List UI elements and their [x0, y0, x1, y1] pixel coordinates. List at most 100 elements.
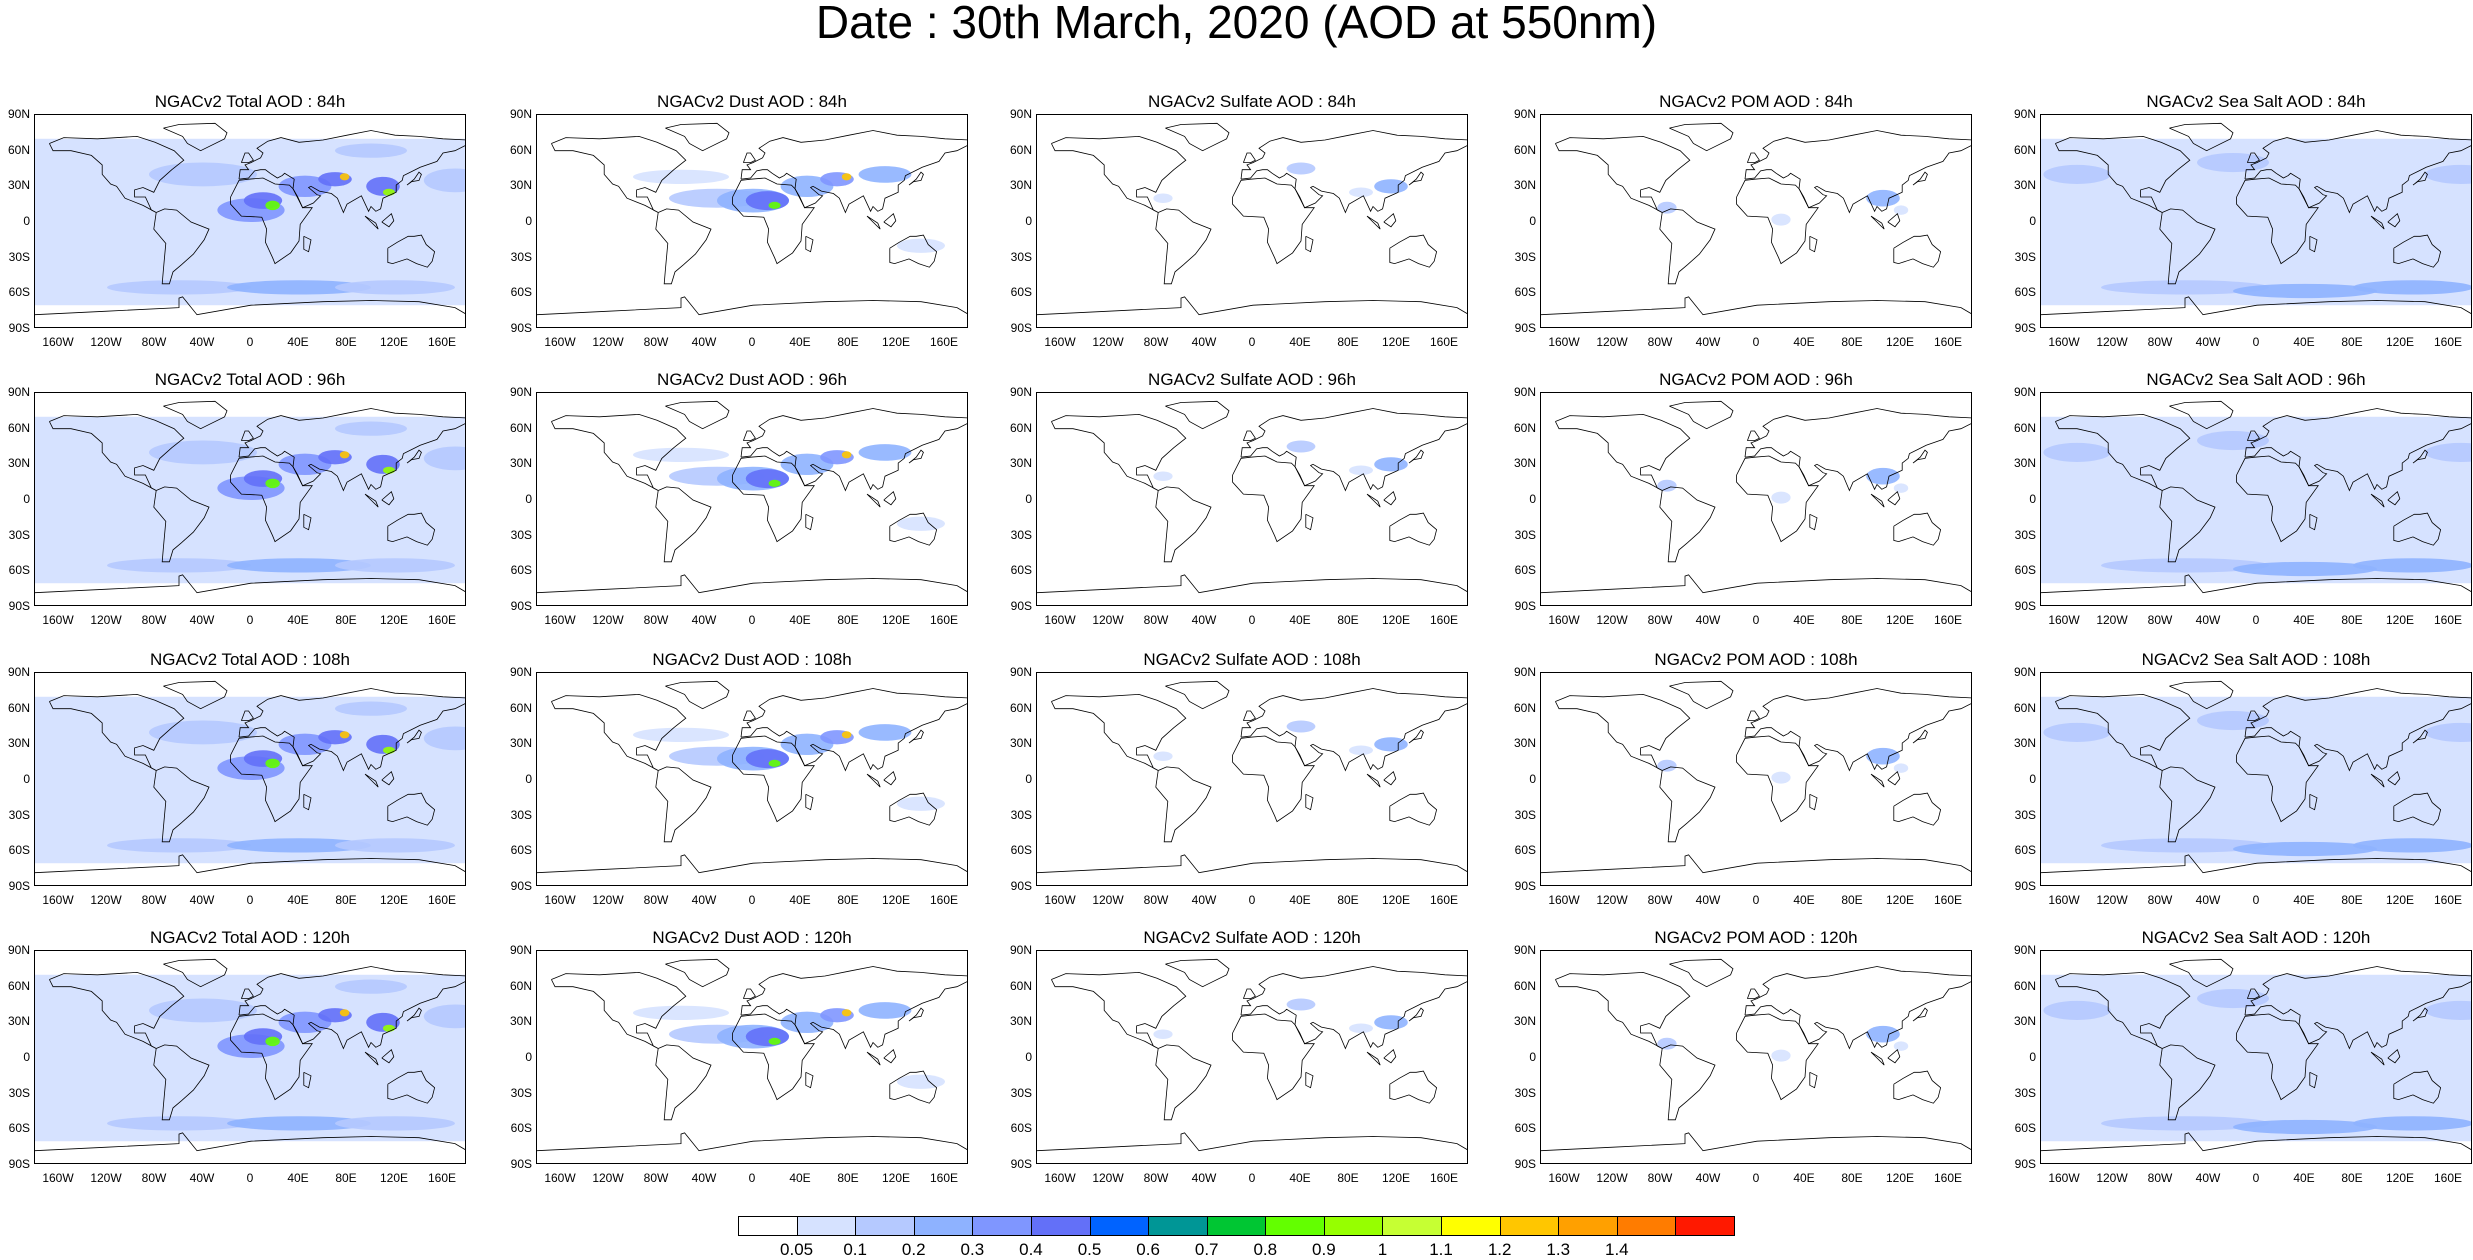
- panel-title: NGACv2 POM AOD : 120h: [1654, 928, 1858, 947]
- latitude-tick-label: 0: [1025, 214, 1032, 228]
- longitude-tick-label: 80W: [2147, 1171, 2173, 1185]
- coastline: [35, 854, 465, 874]
- latitude-tick-label: 30N: [7, 178, 30, 193]
- world-map: [34, 114, 466, 328]
- coastline: [740, 408, 967, 492]
- aod-plume: [2293, 526, 2389, 546]
- coastline: [2236, 1013, 2319, 1101]
- aod-plume: [107, 808, 179, 823]
- latitude-tick-label: 90S: [1010, 879, 1032, 893]
- latitude-tick-label: 90S: [1514, 1157, 1536, 1171]
- aod-background-field: [35, 696, 465, 864]
- aod-plume: [768, 1037, 781, 1045]
- aod-plume: [2043, 164, 2111, 184]
- aod-plume: [335, 979, 407, 994]
- aod-plume: [227, 558, 371, 573]
- latitude-tick-label: 30S: [510, 527, 532, 542]
- colorbar-tick-label: 1.2: [1487, 1240, 1512, 1259]
- coastline: [1912, 449, 1928, 464]
- aod-plume: [1866, 747, 1900, 765]
- coastline: [889, 792, 938, 826]
- map-canvas: [1541, 680, 1971, 874]
- longitude-tick-label: 80W: [643, 335, 669, 349]
- longitude-tick-label: 120W: [90, 1171, 122, 1185]
- aod-plume: [1771, 1049, 1791, 1062]
- coastline: [387, 1070, 436, 1104]
- latitude-tick-label: 60S: [1514, 563, 1536, 578]
- colorbar-swatch: [1558, 1216, 1618, 1236]
- coastline: [2169, 122, 2234, 152]
- aod-plume: [1349, 745, 1373, 756]
- latitude-tick-label: 30S: [8, 1085, 30, 1100]
- map-panel: NGACv2 Total AOD : 108h 90N 60N 30N 0 30S 60S 9…: [0, 650, 500, 930]
- aod-plume: [149, 162, 257, 187]
- longitude-tick-label: 160W: [42, 335, 74, 349]
- aod-plume: [780, 175, 834, 198]
- coastline: [2236, 455, 2319, 543]
- longitude-tick-label: 80W: [2147, 335, 2173, 349]
- aod-plume: [633, 169, 729, 184]
- colorbar-swatch: [1323, 1216, 1384, 1236]
- coastline: [2412, 1007, 2428, 1022]
- aod-plume: [2425, 722, 2471, 742]
- coastline: [1736, 1013, 1819, 1101]
- aod-plume: [1893, 483, 1909, 493]
- aod-plume: [858, 724, 912, 741]
- map-panel: NGACv2 Sea Salt AOD : 84h 90N 60N 30N 0 30S 60…: [2006, 92, 2473, 372]
- longitude-tick-label: 80E: [335, 613, 357, 627]
- colorbar-swatch: [1148, 1216, 1208, 1236]
- aod-plume: [1286, 440, 1316, 453]
- coastline: [2055, 413, 2191, 491]
- latitude-tick-label: 60N: [1009, 978, 1032, 993]
- latitude-tick-label: 30N: [2013, 456, 2036, 471]
- aod-plume: [1153, 1029, 1173, 1039]
- aod-plume: [107, 528, 179, 543]
- colorbar-swatch: [1030, 1216, 1091, 1236]
- map-canvas: [2041, 680, 2471, 874]
- longitude-tick-label: 160W: [42, 893, 74, 907]
- coastline: [1240, 688, 1467, 772]
- longitude-tick-label: 160E: [427, 613, 457, 627]
- aod-plume: [1374, 457, 1408, 472]
- longitude-tick-label: 120E: [379, 613, 409, 627]
- coastline: [1232, 177, 1315, 265]
- colorbar-tick-label: 1: [1377, 1240, 1388, 1259]
- aod-plume: [780, 1011, 834, 1034]
- longitude-tick-label: 40W: [2195, 893, 2221, 907]
- latitude-tick-label: 90S: [2014, 599, 2036, 613]
- map-panel: NGACv2 Sulfate AOD : 120h 90N 60N 30N 0 30S 60…: [1002, 928, 1502, 1208]
- latitude-tick-label: 30N: [509, 1014, 532, 1029]
- longitude-tick-label: 160W: [1548, 893, 1580, 907]
- aod-plume: [335, 143, 407, 158]
- longitude-tick-label: 160E: [427, 893, 457, 907]
- latitude-tick-label: 60N: [509, 700, 532, 715]
- coastline: [49, 693, 185, 771]
- aod-plume: [107, 1086, 179, 1101]
- longitude-tick-label: 160W: [1548, 1171, 1580, 1185]
- coastline: [1037, 854, 1467, 874]
- coastline: [406, 729, 422, 744]
- latitude-tick-label: 90N: [1009, 943, 1032, 957]
- coastline: [1389, 792, 1438, 826]
- map-panel: NGACv2 Sulfate AOD : 84h 90N 60N 30N 0 30S 60S…: [1002, 92, 1502, 372]
- longitude-tick-label: 0: [246, 335, 254, 349]
- coastline: [2159, 208, 2216, 285]
- longitude-tick-label: 0: [1248, 335, 1256, 349]
- longitude-tick-label: 120E: [1381, 335, 1411, 349]
- aod-plume: [1771, 491, 1791, 504]
- coastline: [2412, 171, 2428, 186]
- latitude-tick-label: 0: [1025, 772, 1032, 786]
- aod-plume: [335, 280, 455, 295]
- colorbar-swatch: [1382, 1216, 1443, 1236]
- longitude-tick-label: 40W: [2195, 1171, 2221, 1185]
- longitude-tick-label: 0: [246, 613, 254, 627]
- longitude-tick-label: 160E: [427, 335, 457, 349]
- latitude-tick-label: 90S: [510, 599, 532, 613]
- coastline: [2159, 766, 2216, 843]
- latitude-tick-label: 60S: [510, 843, 532, 858]
- world-map: [2040, 392, 2472, 606]
- coastline: [153, 486, 210, 563]
- aod-plume: [2043, 442, 2111, 462]
- longitude-tick-label: 120W: [2096, 893, 2128, 907]
- coastline: [743, 710, 756, 721]
